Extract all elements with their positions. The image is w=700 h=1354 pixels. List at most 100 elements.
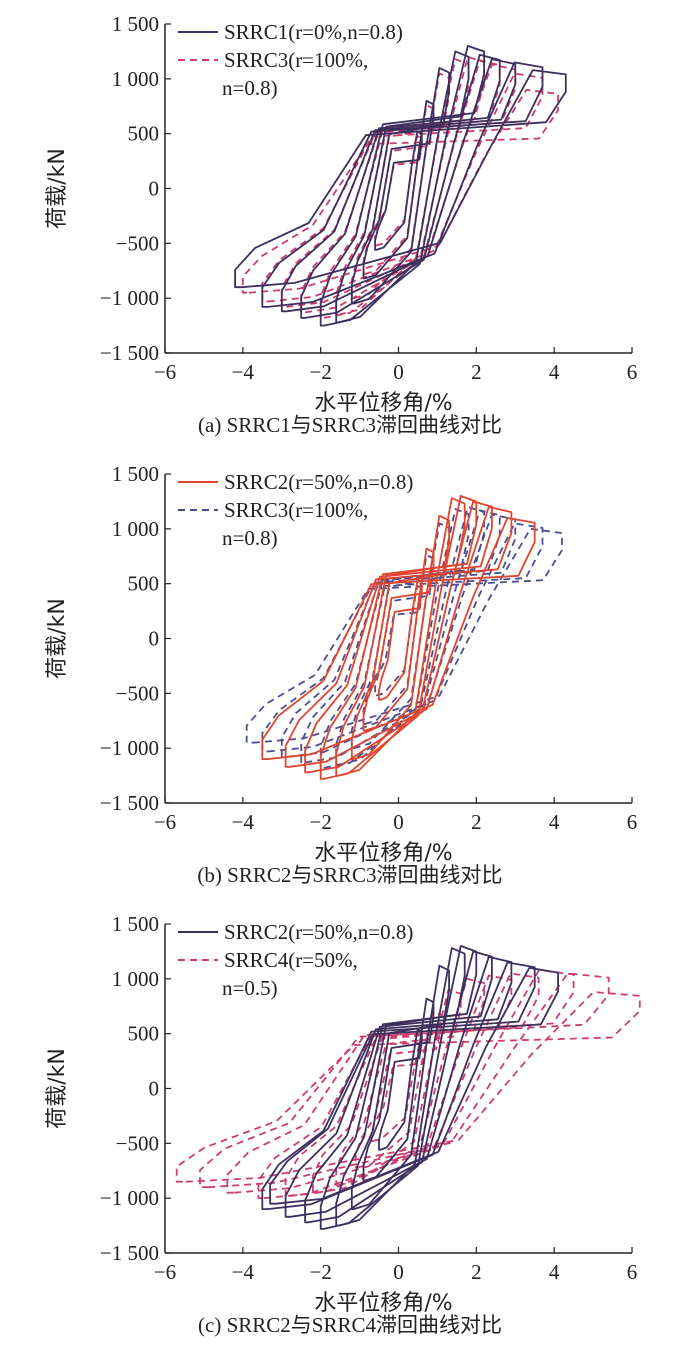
hysteresis-loop [350, 72, 450, 300]
series-srrc2-curves [261, 495, 536, 780]
legend-label: SRRC3(r=100%, [224, 48, 368, 72]
series-srrc3-curves [245, 506, 563, 769]
hysteresis-loop [199, 972, 610, 1189]
hysteresis-loop [319, 945, 478, 1230]
hysteresis-loop [378, 1028, 423, 1151]
x-tick-label: 2 [471, 1260, 482, 1284]
hysteresis-loop [378, 578, 423, 701]
y-tick-label: 1 500 [112, 462, 159, 486]
y-tick-label: 0 [149, 177, 160, 201]
x-tick-label: −2 [309, 1260, 331, 1284]
hysteresis-loop [335, 50, 470, 324]
hysteresis-loop [362, 554, 435, 725]
hysteresis-loop [269, 967, 559, 1205]
chart-panel-2: −6 −4 −2 0 2 4 6 1 500 1 000 500 0 −500 −1 000 −1 500… [45, 462, 637, 887]
hysteresis-loop [261, 61, 544, 308]
y-axis-label: 荷载/kN [45, 148, 70, 229]
hysteresis-loop [300, 53, 501, 319]
hysteresis-loop [261, 517, 536, 760]
hysteresis-loop [374, 130, 423, 251]
x-tick-label: 2 [471, 360, 482, 384]
series-srrc2-curves [261, 945, 559, 1230]
x-tick-label: 4 [549, 1260, 560, 1284]
legend-entry-srrc3: SRRC3(r=100%, n=0.8) [178, 48, 368, 100]
hysteresis-loop [335, 508, 470, 766]
x-tick-label: 0 [393, 1260, 404, 1284]
series-srrc1-curves [234, 45, 567, 327]
legend-label: SRRC1(r=0%,n=0.8) [224, 20, 403, 44]
hysteresis-loop [362, 997, 435, 1182]
x-tick-label: 0 [393, 810, 404, 834]
x-tick-label: −4 [232, 360, 255, 384]
hysteresis-loop [350, 67, 450, 305]
y-tick-label: −1 000 [100, 286, 159, 310]
y-tick-label: −500 [116, 681, 159, 705]
legend-label: SRRC3(r=100%, [224, 498, 368, 522]
y-axis-label: 荷载/kN [45, 1048, 70, 1129]
x-tick-label: 2 [471, 810, 482, 834]
legend-label: SRRC2(r=50%,n=0.8) [224, 470, 413, 494]
hysteresis-loop [304, 950, 493, 1224]
hysteresis-loop [280, 58, 517, 313]
y-tick-label: 1 000 [112, 517, 159, 541]
hysteresis-loop [234, 69, 567, 289]
x-tick-label: 6 [627, 1260, 638, 1284]
hysteresis-loop [335, 497, 466, 777]
x-tick-label: 6 [627, 360, 638, 384]
figure-caption: (a) SRRC1与SRRC3滞回曲线对比 [198, 413, 502, 437]
y-tick-label: 500 [128, 572, 160, 596]
hysteresis-loop [335, 58, 470, 316]
x-tick-label: −6 [154, 810, 176, 834]
hysteresis-loop [284, 506, 513, 768]
y-tick-label: 1 000 [112, 967, 159, 991]
x-tick-label: −2 [309, 810, 331, 834]
y-tick-label: 1 500 [112, 12, 159, 36]
x-tick-label: 0 [393, 360, 404, 384]
y-tick-label: −500 [116, 1131, 159, 1155]
figure-caption: (c) SRRC2与SRRC4滞回曲线对比 [198, 1313, 502, 1337]
y-tick-label: −1 500 [100, 1241, 159, 1265]
y-tick-label: 0 [149, 1077, 160, 1101]
chart-panel-3: −6 −4 −2 0 2 4 6 1 500 1 000 500 0 −500 −1 000 −1 500… [45, 912, 641, 1337]
hysteresis-loop [362, 547, 435, 732]
x-tick-label: −4 [232, 1260, 255, 1284]
hysteresis-loop [304, 500, 493, 774]
x-tick-label: 6 [627, 810, 638, 834]
hysteresis-loop [350, 522, 450, 750]
y-tick-label: −500 [116, 231, 159, 255]
x-tick-label: −6 [154, 1260, 176, 1284]
hysteresis-loop [245, 527, 563, 744]
legend-entry-srrc2: SRRC2(r=50%,n=0.8) [178, 920, 413, 944]
y-axis-label: 荷载/kN [45, 598, 70, 679]
y-tick-label: 1 000 [112, 67, 159, 91]
y-tick-label: −1 000 [100, 736, 159, 760]
hysteresis-loop [312, 977, 485, 1194]
legend-label: SRRC4(r=50%, [224, 948, 358, 972]
x-tick-label: 4 [549, 360, 560, 384]
figure-caption: (b) SRRC2与SRRC3滞回曲线对比 [197, 863, 502, 887]
legend-label: SRRC2(r=50%,n=0.8) [224, 920, 413, 944]
legend-label: n=0.8) [222, 76, 278, 100]
chart-panel-1: −6 −4 −2 0 2 4 6 1 500 1 000 500 0 −500 −1 000 −1 500… [45, 12, 637, 437]
y-tick-label: −1 000 [100, 1186, 159, 1210]
x-tick-label: 4 [549, 810, 560, 834]
hysteresis-loop [257, 972, 540, 1200]
legend-entry-srrc4: SRRC4(r=50%, n=0.5) [178, 948, 358, 1000]
y-tick-label: 1 500 [112, 912, 159, 936]
x-tick-label: −4 [232, 810, 255, 834]
legend-entry-srrc2: SRRC2(r=50%,n=0.8) [178, 470, 413, 494]
x-tick-label: −6 [154, 360, 176, 384]
y-tick-label: 0 [149, 627, 160, 651]
hysteresis-loop [241, 88, 559, 294]
y-tick-label: 500 [128, 122, 160, 146]
legend-label: n=0.5) [222, 976, 278, 1000]
y-tick-label: −1 500 [100, 791, 159, 815]
x-axis-label: 水平位移角/% [314, 841, 452, 866]
hysteresis-loop [261, 961, 536, 1210]
hysteresis-loop [319, 495, 478, 780]
y-tick-label: −1 500 [100, 341, 159, 365]
legend-entry-srrc3: SRRC3(r=100%, n=0.8) [178, 498, 368, 550]
x-tick-label: −2 [309, 360, 331, 384]
x-axis-label: 水平位移角/% [314, 1291, 452, 1316]
